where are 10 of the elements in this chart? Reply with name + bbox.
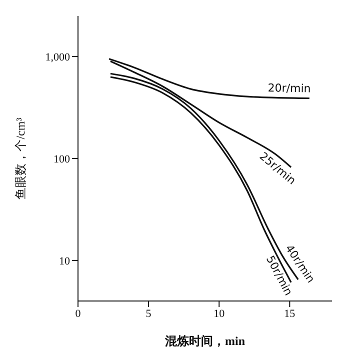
series-label: 20r/min — [268, 82, 311, 96]
y-axis-title: 鱼眼数，个/cm³ — [13, 117, 28, 200]
y-tick-label: 100 — [54, 153, 70, 166]
x-axis-title: 混炼时间，min — [164, 334, 246, 348]
x-tick-label: 10 — [214, 308, 226, 320]
x-tick-label: 0 — [75, 308, 82, 320]
x-tick-label: 5 — [146, 308, 152, 320]
y-tick-label: 10 — [59, 255, 70, 268]
y-tick-label: 1,000 — [45, 51, 70, 64]
x-tick-label: 15 — [284, 308, 296, 320]
